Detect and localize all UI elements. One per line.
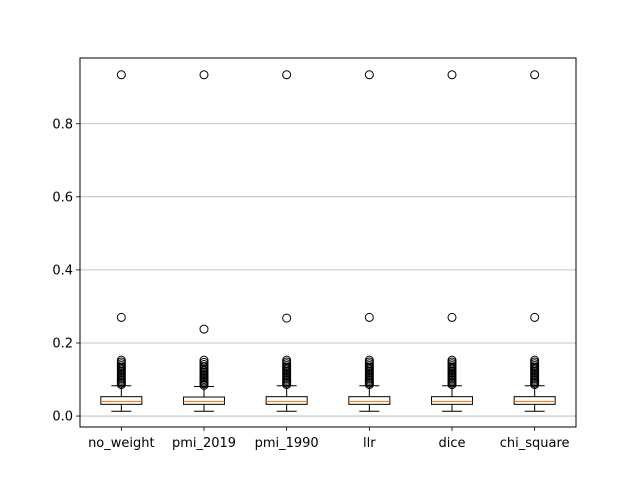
outlier-point xyxy=(199,360,209,370)
y-tick-label: 0.4 xyxy=(52,263,73,278)
iqr-box xyxy=(265,396,308,405)
iqr-box xyxy=(348,396,391,405)
y-tick-label: 0.6 xyxy=(52,190,73,205)
outlier-point xyxy=(364,70,374,80)
iqr-box xyxy=(513,396,556,405)
outlier-point xyxy=(199,324,209,334)
outlier-point xyxy=(364,355,374,365)
iqr-box xyxy=(100,396,143,405)
iqr-box xyxy=(431,396,473,405)
outlier-point xyxy=(116,312,126,322)
y-tick-label: 0.8 xyxy=(52,117,73,132)
outlier-point xyxy=(282,70,292,80)
y-axis-ticks: 0.0 0.2 0.4 0.6 0.8 xyxy=(52,117,80,425)
box-group xyxy=(513,70,556,412)
box-group xyxy=(431,70,473,412)
outlier-point xyxy=(116,355,126,365)
outlier-point xyxy=(282,355,292,365)
box-group xyxy=(265,70,308,412)
x-axis-ticks: no_weight pmi_2019 pmi_1990 llr dice chi_squa… xyxy=(88,427,570,451)
iqr-box xyxy=(183,396,225,405)
x-tick-label: dice xyxy=(438,436,465,451)
outlier-point xyxy=(116,70,126,80)
boxes xyxy=(100,70,556,412)
outlier-point xyxy=(199,357,209,367)
outlier-point xyxy=(530,355,540,365)
outlier-point xyxy=(447,70,457,80)
box-group xyxy=(100,70,143,412)
x-tick-label: chi_square xyxy=(500,436,570,451)
x-tick-label: pmi_2019 xyxy=(172,436,236,451)
outlier-point xyxy=(447,355,457,365)
box-group xyxy=(348,70,391,412)
x-tick-label: llr xyxy=(363,436,376,451)
outlier-point xyxy=(364,312,374,322)
outlier-point xyxy=(199,355,209,365)
x-tick-label: pmi_1990 xyxy=(255,436,319,451)
outlier-point xyxy=(530,70,540,80)
outlier-point xyxy=(447,312,457,322)
box-group xyxy=(183,70,225,412)
outlier-point xyxy=(530,312,540,322)
outlier-point xyxy=(282,313,292,323)
outlier-point xyxy=(199,70,209,80)
x-tick-label: no_weight xyxy=(88,436,155,451)
plot-area-frame xyxy=(79,57,577,428)
y-tick-label: 0.0 xyxy=(52,410,73,425)
y-tick-label: 0.2 xyxy=(52,336,73,351)
y-grid xyxy=(80,123,576,417)
